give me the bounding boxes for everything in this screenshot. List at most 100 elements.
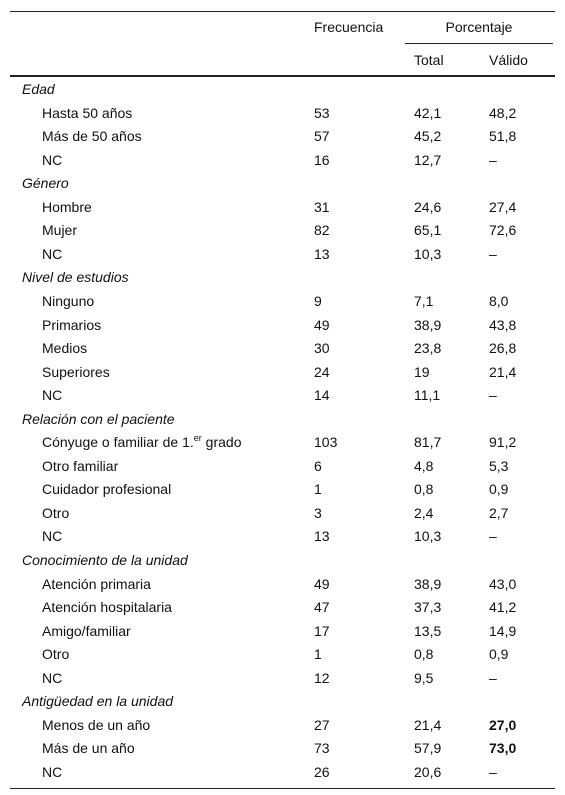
row-label-text: Menos de un año: [42, 716, 151, 733]
group-title: Nivel de estudios: [22, 269, 129, 286]
cell-valido: –: [489, 151, 497, 168]
cell-valido: 5,3: [489, 457, 509, 474]
row-label-text: NC: [42, 245, 63, 262]
row-label: NC: [42, 669, 62, 687]
cell-frecuencia: 82: [314, 222, 330, 239]
cell-valido: –: [489, 245, 497, 262]
cell-valido: 41,2: [489, 599, 517, 616]
row-label-text: Hasta 50 años: [42, 104, 133, 121]
cell-frecuencia: 14: [314, 387, 330, 404]
row-label-text: NC: [42, 151, 63, 168]
cell-valido: 27,4: [489, 198, 517, 215]
cell-total: 20,6: [414, 763, 442, 780]
cell-total: 0,8: [414, 646, 434, 663]
group-title: Antigüedad en la unidad: [22, 693, 174, 710]
row-label-text: Más de un año: [42, 740, 135, 757]
group-title: Edad: [22, 81, 55, 97]
cell-frecuencia: 31: [314, 198, 330, 215]
rule-header: [10, 75, 555, 77]
row-label: Mujer: [42, 221, 77, 239]
row-label: NC: [42, 151, 62, 169]
cell-frecuencia: 27: [314, 716, 330, 733]
row-label: NC: [42, 763, 62, 781]
cell-valido: –: [489, 763, 497, 780]
cell-total: 9,5: [414, 669, 434, 686]
row-label: Menos de un año: [42, 716, 150, 734]
cell-total: 37,3: [414, 599, 442, 616]
row-label-text: NC: [42, 763, 63, 780]
cell-frecuencia: 30: [314, 340, 330, 357]
cell-frecuencia: 49: [314, 316, 330, 333]
cell-valido: –: [489, 528, 497, 545]
row-label-text: NC: [42, 669, 63, 686]
row-label: Ninguno: [42, 292, 94, 310]
row-label: Otro: [42, 645, 69, 663]
row-label-text: grado: [201, 434, 242, 451]
row-label: Superiores: [42, 363, 110, 381]
row-label-text: NC: [42, 387, 63, 404]
row-label-text: Medios: [42, 340, 88, 357]
cell-total: 42,1: [414, 104, 442, 121]
row-label: Atención primaria: [42, 575, 151, 593]
cell-frecuencia: 16: [314, 151, 330, 168]
cell-valido: 43,0: [489, 575, 517, 592]
cell-frecuencia: 103: [314, 434, 338, 451]
cell-valido: 0,9: [489, 481, 509, 498]
row-label-sup: er: [193, 433, 202, 444]
col-frecuencia: Frecuencia: [314, 19, 384, 35]
cell-total: 0,8: [414, 481, 434, 498]
row-label: Primarios: [42, 316, 101, 334]
row-label-text: Atención hospitalaria: [42, 599, 172, 616]
row-label: Hombre: [42, 198, 92, 216]
cell-frecuencia: 13: [314, 528, 330, 545]
cell-frecuencia: 1: [314, 481, 322, 498]
rule-top: [10, 11, 555, 12]
cell-total: 13,5: [414, 622, 442, 639]
cell-valido: 48,2: [489, 104, 517, 121]
cell-frecuencia: 47: [314, 599, 330, 616]
cell-valido: 21,4: [489, 363, 517, 380]
cell-frecuencia: 24: [314, 363, 330, 380]
row-label-text: Otro familiar: [42, 457, 119, 474]
cell-total: 24,6: [414, 198, 442, 215]
cell-total: 10,3: [414, 245, 442, 262]
cell-total: 21,4: [414, 716, 442, 733]
row-label-text: Amigo/familiar: [42, 622, 131, 639]
cell-total: 81,7: [414, 434, 442, 451]
cell-total: 23,8: [414, 340, 442, 357]
row-label: NC: [42, 527, 62, 545]
cell-valido: 8,0: [489, 292, 509, 309]
cell-frecuencia: 3: [314, 504, 322, 521]
cell-total: 4,8: [414, 457, 434, 474]
row-label-text: Atención primaria: [42, 575, 151, 592]
row-label: Cónyuge o familiar de 1.er grado: [42, 433, 241, 451]
row-label-text: Mujer: [42, 222, 78, 239]
cell-frecuencia: 13: [314, 245, 330, 262]
col-total: Total: [414, 52, 444, 68]
row-label: Hasta 50 años: [42, 104, 132, 122]
row-label-text: Hombre: [42, 198, 92, 215]
cell-total: 38,9: [414, 316, 442, 333]
group-title: Relación con el paciente: [22, 410, 175, 427]
row-label-text: Otro: [42, 504, 70, 521]
row-label: NC: [42, 386, 62, 404]
cell-valido: 72,6: [489, 222, 517, 239]
cell-total: 38,9: [414, 575, 442, 592]
cell-valido: 91,2: [489, 434, 517, 451]
row-label: Amigo/familiar: [42, 622, 131, 640]
row-label: Más de un año: [42, 739, 135, 757]
row-label-text: Otro: [42, 646, 70, 663]
cell-valido: 14,9: [489, 622, 517, 639]
cell-valido: 51,8: [489, 128, 517, 145]
cell-total: 2,4: [414, 504, 434, 521]
cell-valido: 73,0: [489, 740, 517, 757]
cell-total: 10,3: [414, 528, 442, 545]
cell-frecuencia: 6: [314, 457, 322, 474]
cell-frecuencia: 49: [314, 575, 330, 592]
group-title: Género: [22, 175, 69, 192]
group-title: Conocimiento de la unidad: [22, 552, 188, 568]
rule-porcentaje: [405, 43, 553, 44]
cell-valido: 2,7: [489, 504, 509, 521]
cell-frecuencia: 57: [314, 128, 330, 145]
